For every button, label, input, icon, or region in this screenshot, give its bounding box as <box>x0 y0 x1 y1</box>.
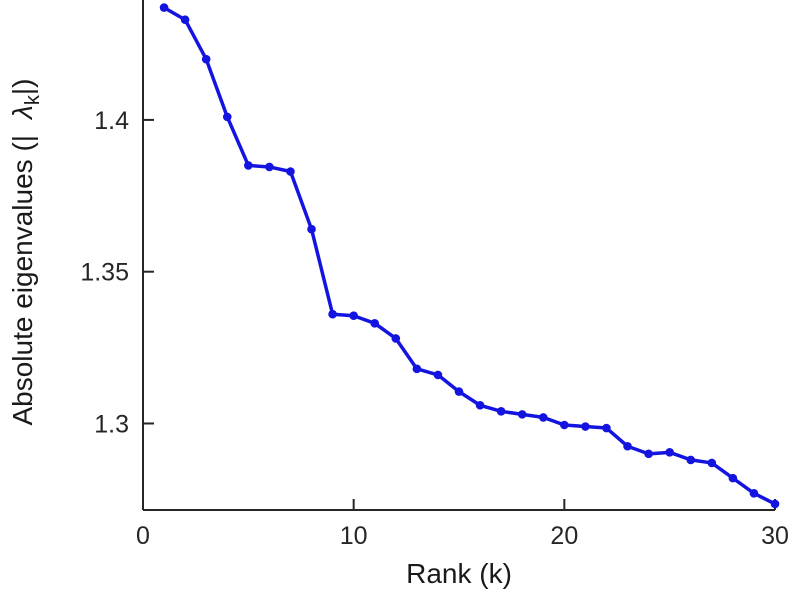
data-point-marker <box>560 420 569 430</box>
x-axis-label: Rank (k) <box>406 558 512 589</box>
y-tick-label: 1.35 <box>80 259 129 287</box>
data-point-marker <box>728 473 738 483</box>
data-point-marker <box>391 334 401 343</box>
data-point-marker <box>517 410 527 419</box>
data-point-marker <box>307 224 316 234</box>
data-point-marker <box>180 15 190 25</box>
data-point-marker <box>222 112 232 122</box>
x-tick-label: 30 <box>761 522 789 550</box>
data-point-marker <box>496 407 506 416</box>
data-point-marker <box>686 455 696 465</box>
y-axis-label: Absolute eigenvalues (| λk|) <box>7 78 45 425</box>
data-point-marker <box>433 370 443 380</box>
data-point-marker <box>770 499 780 509</box>
data-point-marker <box>412 364 422 374</box>
y-axis-label-text: Absolute eigenvalues (| <box>7 134 39 426</box>
y-tick-label: 1.3 <box>94 410 129 438</box>
data-point-marker <box>749 489 759 498</box>
data-point-marker <box>602 423 611 433</box>
x-tick-label: 0 <box>136 522 150 550</box>
lambda-symbol: λ <box>7 105 39 119</box>
data-point-marker <box>244 161 253 170</box>
data-point-marker <box>644 449 653 459</box>
y-axis-label-suffix: |) <box>7 78 39 96</box>
x-tick-label: 20 <box>550 522 578 550</box>
data-point-marker <box>265 162 274 172</box>
data-point-marker <box>328 309 337 319</box>
data-line <box>162 5 777 506</box>
y-tick-label: 1.4 <box>94 107 129 135</box>
data-point-marker <box>370 319 380 328</box>
data-point-marker <box>454 387 464 396</box>
data-point-marker <box>707 458 717 468</box>
data-point-marker <box>475 400 485 410</box>
data-point-marker <box>538 413 548 422</box>
data-point-marker <box>623 441 632 451</box>
data-point-marker <box>349 311 358 321</box>
data-point-marker <box>286 167 295 176</box>
data-point-marker <box>665 448 674 457</box>
data-point-marker <box>201 54 211 64</box>
x-tick-label: 10 <box>340 522 368 550</box>
lambda-subscript: k <box>21 95 44 106</box>
data-point-marker <box>159 3 169 12</box>
data-point-marker <box>581 422 590 431</box>
